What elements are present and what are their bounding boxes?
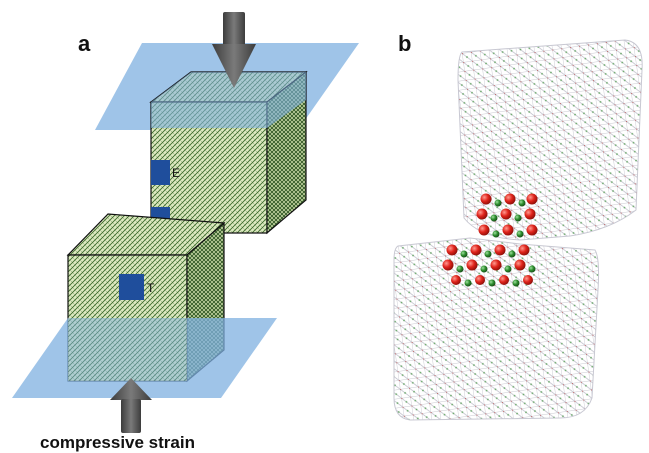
marker-t <box>119 274 144 300</box>
atom-row <box>476 208 536 222</box>
panel-label-b: b <box>398 31 411 56</box>
panel-a: a E CT <box>12 12 359 452</box>
down-arrow-icon <box>212 12 256 88</box>
panel-label-a: a <box>78 31 91 56</box>
panel-b: b <box>393 31 643 421</box>
atom-row <box>446 244 530 258</box>
atom-row <box>478 224 538 238</box>
label-t: T <box>147 281 155 295</box>
atom-row <box>451 275 533 287</box>
upper-atomic-block <box>457 39 643 241</box>
atom-row <box>442 259 536 273</box>
caption: compressive strain <box>40 433 195 452</box>
atom-row <box>480 193 538 207</box>
marker-e <box>151 160 170 185</box>
up-arrow-icon <box>110 378 152 433</box>
label-e: E <box>172 166 180 180</box>
lower-atomic-block <box>393 237 600 421</box>
contact-atoms <box>442 193 538 287</box>
upper-cube <box>149 70 308 235</box>
